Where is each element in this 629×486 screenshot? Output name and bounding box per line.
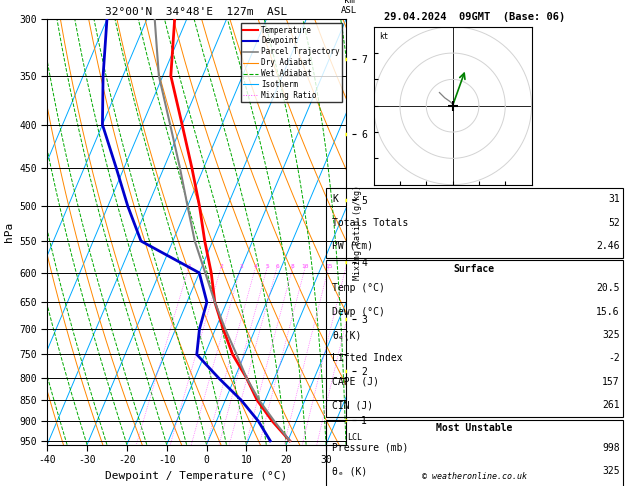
Text: 15: 15 [325, 264, 333, 269]
Text: 261: 261 [602, 400, 620, 410]
Bar [326, 188, 623, 258]
Text: km
ASL: km ASL [341, 0, 357, 15]
Text: θₑ(K): θₑ(K) [332, 330, 361, 340]
Legend: Temperature, Dewpoint, Parcel Trajectory, Dry Adiabat, Wet Adiabat, Isotherm, Mi: Temperature, Dewpoint, Parcel Trajectory… [240, 23, 342, 102]
Text: 6: 6 [276, 264, 279, 269]
Text: 157: 157 [602, 377, 620, 387]
Text: K: K [332, 194, 338, 204]
Text: 31: 31 [608, 194, 620, 204]
Text: Most Unstable: Most Unstable [436, 423, 513, 433]
Text: 15.6: 15.6 [596, 307, 620, 317]
Text: 29.04.2024  09GMT  (Base: 06): 29.04.2024 09GMT (Base: 06) [384, 12, 565, 22]
Text: -2: -2 [608, 353, 620, 364]
Bar [326, 260, 623, 417]
Text: Dewp (°C): Dewp (°C) [332, 307, 385, 317]
Text: 8: 8 [291, 264, 295, 269]
Text: 4: 4 [254, 264, 258, 269]
Y-axis label: hPa: hPa [4, 222, 14, 242]
Text: CAPE (J): CAPE (J) [332, 377, 379, 387]
Text: 5: 5 [265, 264, 269, 269]
Text: 2.46: 2.46 [596, 241, 620, 251]
Text: © weatheronline.co.uk: © weatheronline.co.uk [422, 472, 526, 481]
Text: CIN (J): CIN (J) [332, 400, 373, 410]
Text: θₑ (K): θₑ (K) [332, 466, 367, 476]
Text: 2: 2 [220, 264, 223, 269]
Text: Totals Totals: Totals Totals [332, 218, 408, 227]
Title: 32°00'N  34°48'E  127m  ASL: 32°00'N 34°48'E 127m ASL [106, 7, 287, 17]
X-axis label: Dewpoint / Temperature (°C): Dewpoint / Temperature (°C) [106, 470, 287, 481]
Text: kt: kt [379, 32, 388, 41]
Text: 1: 1 [187, 264, 191, 269]
Text: PW (cm): PW (cm) [332, 241, 373, 251]
Bar [326, 420, 623, 486]
Text: 20.5: 20.5 [596, 283, 620, 294]
Text: 325: 325 [602, 466, 620, 476]
Text: Temp (°C): Temp (°C) [332, 283, 385, 294]
Text: 10: 10 [302, 264, 309, 269]
Text: 52: 52 [608, 218, 620, 227]
Text: LCL: LCL [347, 434, 362, 442]
Text: Mixing Ratio (g/kg): Mixing Ratio (g/kg) [353, 185, 362, 279]
Text: Lifted Index: Lifted Index [332, 353, 403, 364]
Text: 3: 3 [239, 264, 243, 269]
Text: Surface: Surface [454, 264, 495, 274]
Text: 998: 998 [602, 443, 620, 452]
Text: Pressure (mb): Pressure (mb) [332, 443, 408, 452]
Text: 325: 325 [602, 330, 620, 340]
